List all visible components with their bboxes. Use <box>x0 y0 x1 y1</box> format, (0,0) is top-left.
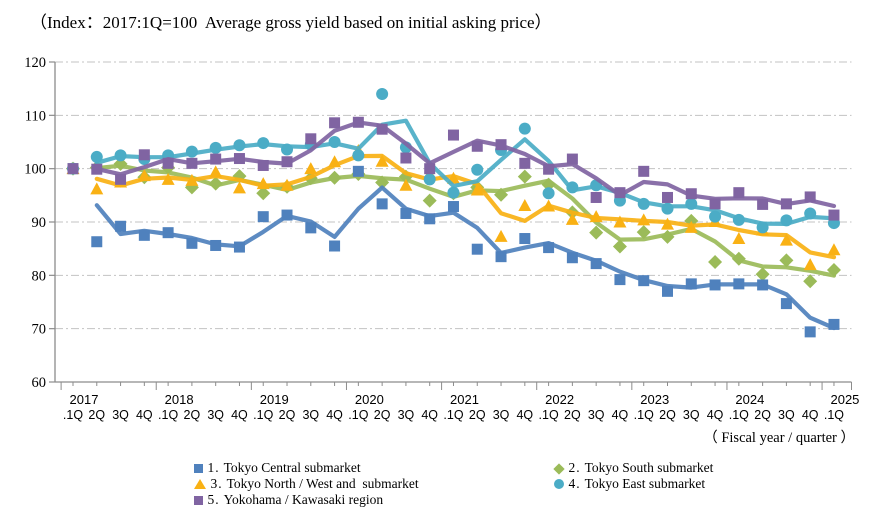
svg-text:.1Q: .1Q <box>634 408 654 422</box>
svg-text:2Q: 2Q <box>88 408 105 422</box>
svg-text:90: 90 <box>32 215 47 231</box>
svg-text:3Q: 3Q <box>207 408 224 422</box>
svg-text:110: 110 <box>25 108 46 124</box>
svg-text:.1Q: .1Q <box>348 408 368 422</box>
svg-text:2020: 2020 <box>355 392 384 407</box>
svg-text:4Q: 4Q <box>516 408 533 422</box>
svg-text:2Q: 2Q <box>469 408 486 422</box>
legend-item-tokyo-east: 4. Tokyo East submarket <box>540 461 705 506</box>
x-axis-unit-label: （ Fiscal year / quarter ） <box>703 430 855 446</box>
svg-text:.1Q: .1Q <box>443 408 463 422</box>
svg-text:2019: 2019 <box>260 392 289 407</box>
svg-text:2Q: 2Q <box>279 408 296 422</box>
svg-text:4Q: 4Q <box>326 408 343 422</box>
legend-label: Tokyo Central submarket <box>223 460 361 475</box>
svg-text:4Q: 4Q <box>707 408 724 422</box>
legend-item-tokyo-south: 2. Tokyo South submarket <box>540 445 713 490</box>
svg-text:3Q: 3Q <box>302 408 319 422</box>
svg-text:100: 100 <box>24 162 46 178</box>
svg-text:2Q: 2Q <box>754 408 771 422</box>
svg-text:2021: 2021 <box>450 392 479 407</box>
svg-text:.1Q: .1Q <box>158 408 178 422</box>
yellow-triangle-icon <box>193 479 206 489</box>
svg-text:3Q: 3Q <box>112 408 129 422</box>
y-axis-tick-labels: 60 70 80 90 100 110 120 <box>24 55 46 391</box>
legend-item-yokohama-kawasaki: 5. Yokohama / Kawasaki region <box>180 477 383 512</box>
svg-text:80: 80 <box>32 268 47 284</box>
svg-text:2023: 2023 <box>640 392 669 407</box>
svg-text:3Q: 3Q <box>778 408 795 422</box>
series--tokyo-north-west-and-submarket <box>66 144 841 271</box>
teal-circle-icon <box>553 479 564 489</box>
legend-num: 4. <box>568 476 581 491</box>
svg-text:2Q: 2Q <box>184 408 201 422</box>
legend-label: Tokyo North / West and submarket <box>226 476 419 491</box>
legend-label: Tokyo East submarket <box>584 476 706 491</box>
svg-text:2025: 2025 <box>830 392 859 407</box>
svg-text:.1Q: .1Q <box>63 408 83 422</box>
legend-label: Yokohama / Kawasaki region <box>223 492 384 507</box>
axes <box>49 61 852 390</box>
svg-text:.1Q: .1Q <box>729 408 749 422</box>
svg-text:2024: 2024 <box>735 392 764 407</box>
series--tokyo-central-submarket <box>67 163 840 338</box>
legend-num: 5. <box>207 492 220 507</box>
legend-num: 2. <box>568 460 581 475</box>
svg-text:2Q: 2Q <box>659 408 676 422</box>
svg-text:.1Q: .1Q <box>824 408 844 422</box>
legend-num: 3. <box>210 476 223 491</box>
svg-text:4Q: 4Q <box>802 408 819 422</box>
svg-text:3Q: 3Q <box>398 408 415 422</box>
svg-text:2017: 2017 <box>70 392 99 407</box>
svg-text:70: 70 <box>32 322 47 338</box>
blue-square-icon <box>193 464 203 473</box>
svg-text:2022: 2022 <box>545 392 574 407</box>
legend-num: 1. <box>207 460 220 475</box>
svg-text:60: 60 <box>32 375 47 391</box>
legend-label: Tokyo South submarket <box>584 460 714 475</box>
svg-text:.1Q: .1Q <box>539 408 559 422</box>
svg-text:4Q: 4Q <box>136 408 153 422</box>
legend-item-tokyo-north-west: 3. Tokyo North / West and submarket <box>180 461 419 506</box>
chart-title: （Index：2017:1Q=100 Average gross yield b… <box>30 13 552 32</box>
svg-text:3Q: 3Q <box>493 408 510 422</box>
svg-text:4Q: 4Q <box>421 408 438 422</box>
svg-text:2018: 2018 <box>165 392 194 407</box>
svg-text:2Q: 2Q <box>374 408 391 422</box>
svg-text:4Q: 4Q <box>231 408 248 422</box>
svg-text:4Q: 4Q <box>612 408 629 422</box>
legend-item-tokyo-central: 1. Tokyo Central submarket <box>180 445 361 490</box>
svg-text:2Q: 2Q <box>564 408 581 422</box>
svg-text:120: 120 <box>24 55 46 71</box>
series--yokohama-kawasaki-region <box>67 116 840 221</box>
svg-text:3Q: 3Q <box>588 408 605 422</box>
purple-square-icon <box>193 496 203 505</box>
svg-text:3Q: 3Q <box>683 408 700 422</box>
svg-text:.1Q: .1Q <box>253 408 273 422</box>
